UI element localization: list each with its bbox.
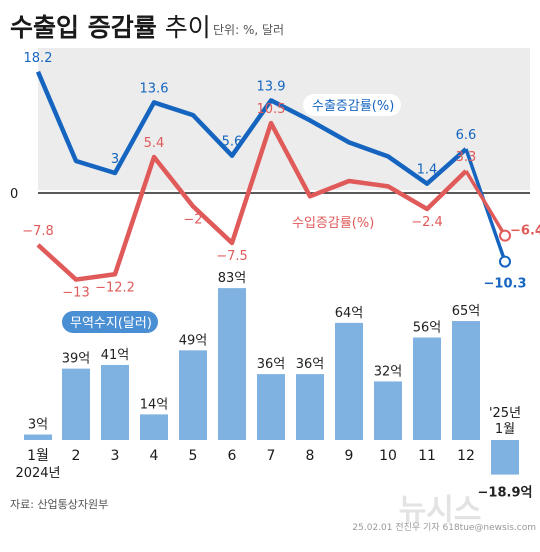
trade-balance-value-label: −18.9억: [478, 486, 533, 501]
import-value-label: 5.4: [144, 136, 165, 151]
trade-balance-value-label: 3억: [28, 418, 48, 433]
source-note: 자료: 산업통상자원부: [10, 498, 108, 511]
legend-export-label: 수출증감률(%): [312, 99, 394, 114]
import-value-label: −6.4: [510, 224, 540, 239]
trade-balance-bar: [62, 368, 90, 440]
trade-balance-bar: [335, 322, 363, 440]
import-line-2025: [464, 170, 507, 237]
x-year-label: 2024년: [15, 466, 60, 481]
trade-balance-bar: [140, 414, 168, 440]
export-value-label: 18.2: [24, 51, 53, 66]
x-tick-label: 4: [150, 448, 159, 464]
x-tick-label: '25년: [489, 406, 521, 421]
export-value-label: 3: [111, 152, 119, 167]
export-point-2025: [499, 255, 511, 268]
trade-balance-bar: [413, 337, 441, 440]
plot-background-band: [38, 48, 530, 190]
export-value-label: −10.3: [484, 277, 527, 292]
trade-balance-value-label: 83억: [218, 271, 247, 286]
watermark-logo: 뉴시스: [399, 493, 482, 528]
trade-balance-value-label: 39억: [62, 352, 91, 367]
trade-balance-bar: [218, 288, 246, 440]
trade-balance-bar: [101, 364, 129, 440]
x-tick-label: 6: [228, 448, 237, 464]
import-point-2025: [499, 229, 511, 242]
x-tick-label: 12: [457, 448, 475, 464]
trade-balance-bar: [491, 440, 519, 475]
trade-balance-value-label: 56억: [413, 321, 442, 336]
legend-export-box: [303, 94, 401, 116]
x-tick-label: 1월: [495, 422, 515, 437]
legend-import-box: [284, 211, 382, 233]
export-value-label: 1.4: [417, 163, 438, 178]
trade-balance-bar: [452, 321, 480, 440]
export-value-label: 6.6: [456, 128, 477, 143]
chart-title: 수출입 증감률 추이: [10, 13, 211, 42]
trade-balance-value-label: 41억: [101, 348, 130, 363]
import-value-label: −12.2: [95, 280, 135, 295]
trade-balance-value-label: 32억: [374, 364, 403, 379]
import-value-label: −2: [183, 212, 202, 227]
legend-trade-box: [62, 311, 158, 333]
export-value-label: 13.9: [257, 79, 286, 94]
import-value-label: 10.5: [257, 102, 286, 117]
x-tick-label: 8: [306, 448, 315, 464]
legend-export: 수출증감률(%): [303, 94, 401, 116]
legend-trade-label: 무역수지(달러): [70, 316, 152, 331]
x-tick-label: 7: [267, 448, 276, 464]
trade-balance-bar: [257, 374, 285, 440]
trade-balance-value-label: 36억: [257, 357, 286, 372]
line-series-group: 18.2 3 13.6 5.6 13.9 1.4 6.6 −10.3 −7.8 −13 −12.2 5…: [22, 51, 540, 301]
legend-trade-balance: 무역수지(달러): [62, 311, 158, 333]
trade-balance-bar: [374, 381, 402, 440]
trade-balance-bar: [24, 434, 52, 440]
x-tick-label: 1월: [27, 448, 49, 464]
import-value-label: −13: [62, 286, 89, 301]
x-tick-label: 9: [345, 448, 354, 464]
import-value-label: 3.3: [456, 150, 477, 165]
trade-balance-value-label: 64억: [335, 306, 364, 321]
import-value-label: −2.4: [411, 215, 443, 230]
trade-balance-bar: [296, 374, 324, 440]
trade-balance-bar: [179, 350, 207, 440]
trade-balance-value-label: 36억: [296, 357, 325, 372]
zero-axis-label: 0: [10, 187, 18, 202]
trade-balance-value-label: 65억: [452, 304, 481, 319]
export-value-label: 13.6: [140, 81, 169, 96]
import-line: [36, 120, 468, 282]
trade-balance-value-label: 49억: [179, 333, 208, 348]
export-line: [35, 70, 468, 186]
legend-import: 수입증감률(%): [284, 211, 382, 233]
x-tick-label: 10: [379, 448, 397, 464]
import-value-label: −7.8: [22, 224, 54, 239]
x-tick-label: 3: [111, 448, 120, 464]
x-tick-label: 5: [189, 448, 198, 464]
x-tick-label: 2: [72, 448, 81, 464]
bar-series-group: 3억 39억 41억 14억 49억 83억 36억 36억 64억 32억 56억 65억 −18.9…: [24, 271, 533, 501]
import-value-label: −7.5: [216, 249, 248, 264]
export-value-label: 5.6: [222, 135, 243, 150]
credit-note: 25.02.01 전진우 기자 618tue@newsis.com: [352, 522, 536, 533]
unit-label: 단위: %, 달러: [213, 23, 284, 37]
legend-import-label: 수입증감률(%): [292, 216, 374, 231]
x-tick-label: 11: [418, 448, 436, 464]
trade-balance-value-label: 14억: [140, 397, 169, 412]
